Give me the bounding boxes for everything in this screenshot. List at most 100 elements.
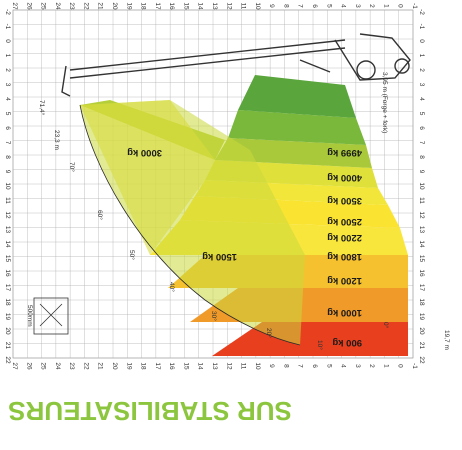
- x-tick-label: 25: [40, 362, 47, 370]
- x-tick-label: 12: [225, 362, 232, 370]
- x-tick-label: 26: [25, 362, 32, 370]
- x-tick-label: 7: [297, 364, 304, 368]
- load-zones: [80, 75, 408, 356]
- label-4999: 4999 kg: [327, 147, 362, 158]
- y-tick-label: 7: [418, 141, 425, 145]
- y-tick-label: 14: [418, 240, 425, 248]
- x-tick-label: 7: [297, 4, 304, 8]
- y-tick-label: 22: [4, 356, 11, 364]
- y-tick-label: 0: [418, 39, 425, 43]
- y-tick-label: 5: [418, 112, 425, 116]
- y-tick-label: 16: [418, 269, 425, 277]
- x-tick-label: 14: [197, 2, 204, 10]
- label-3500: 3500 kg: [327, 195, 362, 206]
- zone-labels: 4999 kg 4000 kg 3500 kg 3000 kg 2500 kg …: [127, 147, 362, 348]
- y-tick-label: 1: [418, 54, 425, 58]
- y-tick-label: 6: [4, 126, 11, 130]
- x-axis-top: 27 26 25 24 23 22 21 20 19 18 17 16 15 14 13 12 11 10 9 8 7 6…: [11, 2, 418, 10]
- y-tick-label: 2: [418, 68, 425, 72]
- y-tick-label: 21: [4, 342, 11, 350]
- angle-50: 50°: [128, 250, 136, 260]
- y-tick-label: 12: [418, 211, 425, 219]
- x-tick-label: 20: [111, 2, 118, 10]
- y-tick-label: -2: [418, 9, 425, 15]
- x-tick-label: 22: [82, 2, 89, 10]
- y-tick-label: 17: [4, 284, 11, 292]
- x-tick-label: 10: [254, 2, 261, 10]
- x-tick-label: 22: [82, 362, 89, 370]
- y-tick-label: 19: [4, 313, 11, 321]
- angle-60: 60°: [96, 210, 104, 220]
- page-title: SUR STABILISATEURS: [8, 396, 292, 426]
- zone-4000: [228, 110, 366, 145]
- x-tick-label: 5: [325, 4, 332, 8]
- y-tick-label: 15: [418, 255, 425, 263]
- y-tick-label: -1: [418, 24, 425, 30]
- x-tick-label: 18: [140, 2, 147, 10]
- x-tick-label: 17: [154, 2, 161, 10]
- label-3000: 3000 kg: [127, 147, 162, 158]
- y-tick-label: 13: [4, 226, 11, 234]
- x-tick-label: 2: [368, 4, 375, 8]
- y-tick-label: 8: [418, 155, 425, 159]
- y-tick-label: 4: [4, 97, 11, 101]
- y-tick-label: 10: [418, 182, 425, 190]
- annotations: 71,4° 23,3 m 3,95 m (Forge + fork) 19,7 …: [26, 72, 450, 350]
- y-tick-label: 13: [418, 226, 425, 234]
- x-axis-bottom: 27 26 25 24 23 22 21 20 19 18 17 16 15 14 13 12 11 10 9 8 7 6…: [11, 362, 418, 370]
- y-tick-label: 15: [4, 255, 11, 263]
- x-tick-label: 0: [397, 364, 404, 368]
- label-2500: 2500 kg: [327, 216, 362, 227]
- y-tick-label: 19: [418, 313, 425, 321]
- x-tick-label: -1: [411, 3, 418, 9]
- angle-boom: 71,4°: [38, 100, 46, 116]
- x-tick-label: 9: [268, 4, 275, 8]
- label-2200: 2200 kg: [327, 232, 362, 243]
- x-tick-label: 15: [182, 2, 189, 10]
- x-tick-label: 1: [382, 4, 389, 8]
- angle-30: 30°: [210, 311, 218, 321]
- y-tick-label: 11: [4, 197, 11, 204]
- dim-right: 3,95 m (Forge + fork): [381, 72, 388, 133]
- x-tick-label: 13: [211, 362, 218, 370]
- x-tick-label: 13: [211, 2, 218, 10]
- y-tick-label: 18: [4, 298, 11, 306]
- y-tick-label: 20: [418, 327, 425, 335]
- x-tick-label: 16: [168, 2, 175, 10]
- zone-sector-b: [80, 100, 215, 255]
- zone-4999: [238, 75, 356, 118]
- y-tick-label: 8: [4, 155, 11, 159]
- stabiliser-width: 500mm: [26, 305, 33, 327]
- x-tick-label: 6: [311, 364, 318, 368]
- x-tick-label: 19: [125, 362, 132, 370]
- y-tick-label: 21: [418, 342, 425, 350]
- angle-20: 20°: [265, 328, 273, 338]
- y-tick-label: 3: [418, 83, 425, 87]
- y-tick-label: 16: [4, 269, 11, 277]
- y-tick-label: -1: [4, 24, 11, 30]
- x-tick-label: 27: [11, 362, 18, 370]
- y-tick-label: -2: [4, 9, 11, 15]
- x-tick-label: 0: [397, 4, 404, 8]
- x-tick-label: 25: [40, 2, 47, 10]
- x-tick-label: 2: [368, 364, 375, 368]
- x-tick-label: 17: [154, 362, 161, 370]
- label-1000: 1000 kg: [327, 307, 362, 318]
- y-tick-label: 18: [418, 298, 425, 306]
- x-tick-label: 20: [111, 362, 118, 370]
- x-tick-label: 15: [182, 362, 189, 370]
- label-900: 900 kg: [332, 337, 362, 348]
- x-tick-label: 21: [97, 2, 104, 10]
- x-tick-label: 9: [268, 364, 275, 368]
- label-1800: 1800 kg: [327, 251, 362, 262]
- x-tick-label: 8: [282, 364, 289, 368]
- dim-small: 23,3 m: [53, 130, 60, 150]
- x-tick-label: 10: [254, 362, 261, 370]
- y-tick-label: 7: [4, 141, 11, 145]
- x-tick-label: 5: [325, 364, 332, 368]
- y-tick-label: 9: [4, 170, 11, 174]
- x-tick-label: 27: [11, 2, 18, 10]
- y-tick-label: 14: [4, 240, 11, 248]
